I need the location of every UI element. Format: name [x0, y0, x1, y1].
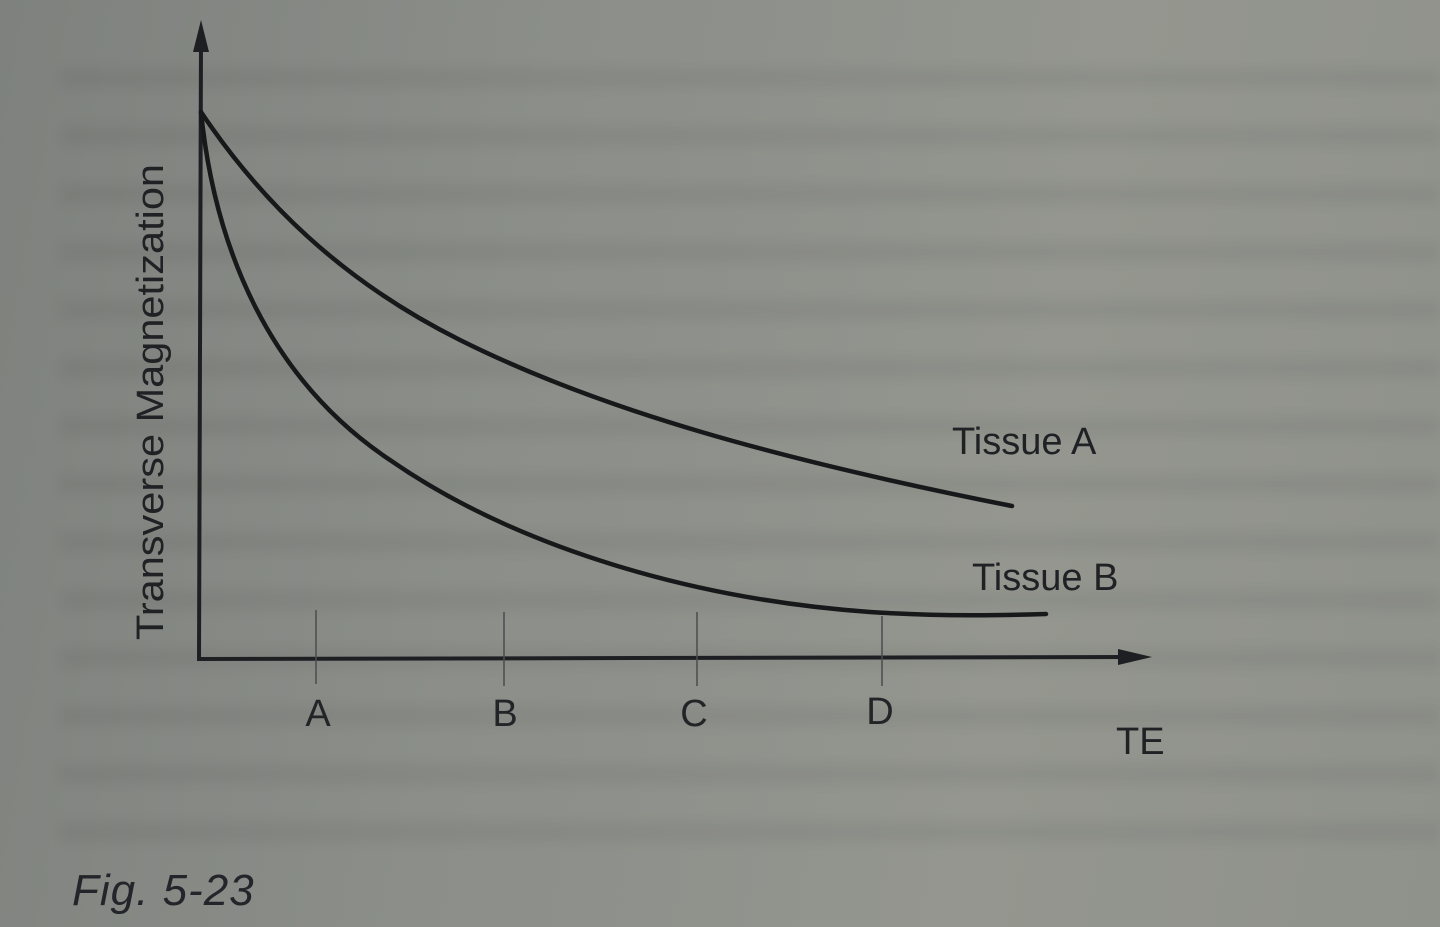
tissue-b-label: Tissue B [972, 557, 1118, 599]
tissue-a-label: Tissue A [952, 421, 1097, 463]
x-axis-arrowhead-icon [1118, 649, 1152, 665]
x-tick-label-b: B [492, 693, 517, 735]
x-tick-label-d: D [866, 691, 893, 733]
x-tick-label-c: C [680, 693, 707, 735]
y-axis-label: Transverse Magnetization [130, 164, 172, 640]
x-tick-lines [315, 610, 883, 686]
axes [196, 39, 1131, 661]
y-axis-arrowhead-icon [193, 20, 209, 52]
x-axis [196, 655, 1131, 661]
tissue-a-curve [198, 109, 1015, 509]
y-axis [197, 39, 203, 661]
x-tick-label-a: A [305, 693, 331, 735]
x-axis-label: TE [1116, 721, 1165, 763]
figure-caption: Fig. 5-23 [72, 866, 255, 915]
tissue-b-curve [198, 109, 1049, 618]
